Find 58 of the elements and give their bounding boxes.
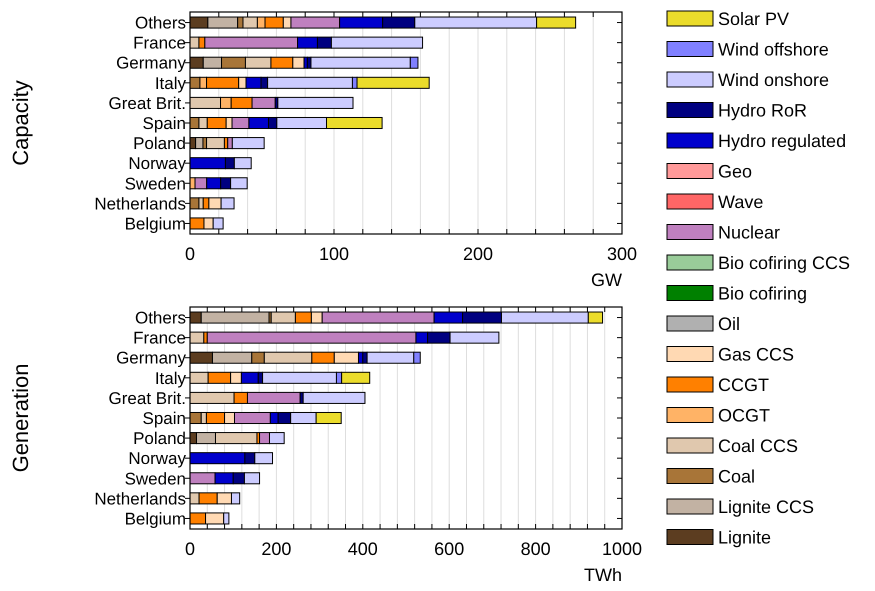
bar bbox=[262, 372, 337, 384]
x-tick-label: 100 bbox=[318, 244, 350, 264]
y-tick-label: Poland bbox=[133, 429, 186, 448]
y-tick-label: Netherlands bbox=[94, 194, 186, 214]
y-tick-label: Sweden bbox=[124, 174, 186, 194]
legend-label: Oil bbox=[718, 314, 740, 334]
legend-label: Bio cofiring CCS bbox=[718, 253, 850, 273]
legend-label: Wave bbox=[718, 192, 764, 212]
bar bbox=[302, 392, 366, 404]
y-tick-label: Italy bbox=[154, 74, 186, 93]
x-tick-label: 200 bbox=[261, 539, 292, 559]
y-tick-label: Great Brit. bbox=[108, 94, 186, 113]
y-tick-label: Others bbox=[134, 308, 186, 328]
x-tick-label: 400 bbox=[348, 539, 378, 559]
y-tick-label: Norway bbox=[128, 449, 186, 468]
y-axis-title: Generation bbox=[8, 364, 33, 472]
y-tick-label: Norway bbox=[128, 154, 186, 174]
y-tick-label: Poland bbox=[133, 134, 186, 154]
y-tick-label: Spain bbox=[142, 409, 186, 428]
y-tick-label: Belgium bbox=[124, 509, 186, 528]
legend-label: CCGT bbox=[718, 375, 769, 395]
x-axis-title: GW bbox=[591, 270, 622, 290]
x-tick-label: 200 bbox=[462, 244, 494, 264]
y-tick-label: Belgium bbox=[124, 214, 186, 234]
legend-label: Bio cofiring bbox=[718, 284, 808, 304]
x-tick-label: 1000 bbox=[602, 539, 642, 559]
y-tick-label: France bbox=[133, 34, 186, 53]
legend-label: Lignite bbox=[718, 528, 772, 548]
x-tick-label: 600 bbox=[434, 539, 464, 559]
x-tick-label: 800 bbox=[520, 539, 551, 559]
legend-label: Hydro regulated bbox=[718, 131, 846, 151]
legend-label: Wind offshore bbox=[718, 40, 829, 60]
legend-label: Coal bbox=[718, 466, 756, 486]
x-tick-label: 300 bbox=[606, 244, 638, 264]
y-tick-label: Netherlands bbox=[94, 489, 186, 508]
legend-label: Gas CCS bbox=[718, 344, 794, 364]
y-tick-label: Germany bbox=[116, 54, 186, 73]
x-tick-label: 0 bbox=[184, 244, 196, 264]
legend-label: Wind onshore bbox=[718, 70, 830, 90]
y-tick-label: Italy bbox=[154, 368, 186, 388]
legend-label: Geo bbox=[718, 162, 752, 182]
y-tick-label: Great Brit. bbox=[108, 388, 186, 408]
legend-label: Nuclear bbox=[718, 222, 780, 242]
bar bbox=[277, 96, 354, 109]
legend-label: Hydro RoR bbox=[718, 100, 808, 120]
legend-label: Solar PV bbox=[718, 9, 790, 29]
y-tick-label: Sweden bbox=[124, 469, 186, 488]
y-tick-label: France bbox=[133, 328, 186, 348]
x-axis-title: TWh bbox=[584, 565, 622, 585]
y-tick-label: Others bbox=[134, 14, 186, 33]
y-axis-title: Capacity bbox=[8, 80, 33, 166]
x-tick-label: 0 bbox=[184, 539, 196, 559]
legend-label: OCGT bbox=[718, 406, 770, 426]
legend-label: Coal CCS bbox=[718, 436, 798, 456]
y-tick-label: Spain bbox=[142, 114, 186, 133]
bar bbox=[206, 137, 225, 150]
y-tick-label: Germany bbox=[116, 348, 186, 368]
legend-label: Lignite CCS bbox=[718, 497, 814, 517]
